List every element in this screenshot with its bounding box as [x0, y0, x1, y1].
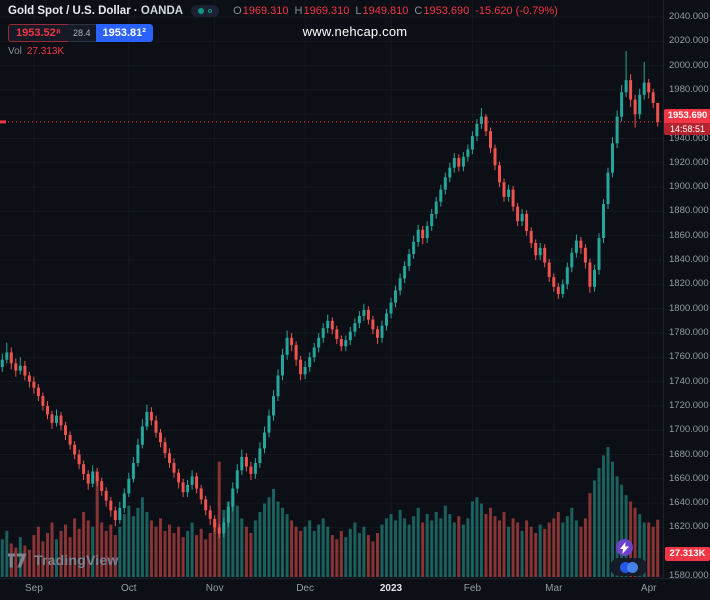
- current-price-left-tick: [0, 120, 6, 124]
- lightning-bolt-glyph: [620, 541, 629, 554]
- price-axis-label: 1980.000: [669, 83, 709, 95]
- symbol-title[interactable]: Gold Spot / U.S. Dollar · OANDA: [8, 5, 184, 17]
- tradingview-logo-text: TradingView: [34, 552, 119, 568]
- price-axis-label: 1800.000: [669, 302, 709, 314]
- candlestick-series: [0, 51, 660, 539]
- change-value: -15.620 (-0.79%): [475, 5, 558, 17]
- price-axis-label: 1620.000: [669, 521, 709, 533]
- time-axis-label: Apr: [640, 583, 657, 594]
- price-axis-label: 1720.000: [669, 399, 709, 411]
- time-axis-label: Mar: [545, 583, 563, 594]
- time-axis-label: Dec: [296, 583, 314, 594]
- circle-right-icon: [626, 561, 638, 573]
- price-axis-label: 2020.000: [669, 35, 709, 47]
- watermark: www.nehcap.com: [302, 24, 408, 39]
- circle-left-icon: [619, 561, 631, 573]
- price-axis-label: 1660.000: [669, 472, 709, 484]
- price-axis-label: 1860.000: [669, 229, 709, 241]
- open-label: O: [233, 5, 242, 17]
- chart-pane[interactable]: www.nehcap.com Gold Spot / U.S. Dollar ·…: [0, 0, 663, 578]
- chart-legend: Gold Spot / U.S. Dollar · OANDA O 1969.31…: [8, 5, 558, 17]
- price-axis[interactable]: 1953.690 14:58:51 27.313K 2040.000 2020.0…: [663, 0, 710, 581]
- buy-sell-widget: 1953.52⁸ 28.4 1953.81²: [8, 24, 153, 42]
- time-axis-label: Sep: [24, 583, 43, 594]
- low-value: 1949.810: [362, 5, 409, 17]
- market-status-pill[interactable]: [191, 5, 220, 17]
- volume-series: [0, 447, 660, 577]
- price-axis-label: 1940.000: [669, 132, 709, 144]
- price-axis-label: 1640.000: [669, 497, 709, 509]
- market-open-dot-icon: [198, 8, 205, 14]
- lightning-icon[interactable]: [616, 539, 633, 556]
- volume-indicator-value: 27.313K: [26, 46, 65, 57]
- volume-axis-tag: 27.313K: [665, 547, 710, 561]
- time-axis[interactable]: Sep Oct Nov Dec 2023 Feb Mar Apr: [0, 578, 710, 600]
- tradingview-logo-icon: [8, 553, 27, 567]
- price-axis-label: 1820.000: [669, 278, 709, 290]
- sell-button[interactable]: 1953.52⁸: [8, 24, 68, 42]
- spread-value: 28.4: [67, 24, 96, 42]
- current-price-tag: 1953.690 14:58:51: [664, 108, 710, 135]
- price-axis-label: 1780.000: [669, 327, 709, 338]
- price-axis-label: 1700.000: [669, 424, 709, 436]
- time-axis-label: 2023: [379, 583, 403, 594]
- ohlc-readout: O 1969.310 H 1969.310 L 1949.810 C 1953.690 …: [227, 5, 558, 17]
- price-axis-label: 2040.000: [669, 11, 709, 22]
- current-price-value: 1953.690: [664, 108, 710, 123]
- exchange-name: OANDA: [140, 5, 184, 17]
- price-axis-label: 2000.000: [669, 59, 709, 71]
- open-value: 1969.310: [242, 5, 289, 17]
- low-label: L: [355, 5, 362, 17]
- volume-indicator-label: Vol: [8, 46, 22, 57]
- high-value: 1969.310: [303, 5, 350, 17]
- price-axis-label: 1920.000: [669, 156, 709, 168]
- price-axis-label: 1880.000: [669, 205, 709, 217]
- grid-lines: [0, 0, 663, 577]
- buy-button[interactable]: 1953.81²: [95, 24, 153, 42]
- paired-circles-icon[interactable]: [610, 558, 647, 576]
- price-axis-label: 1760.000: [669, 351, 709, 363]
- candlestick-chart-canvas[interactable]: [0, 0, 663, 578]
- volume-indicator-row[interactable]: Vol 27.313K: [8, 46, 64, 57]
- price-axis-label: 1900.000: [669, 181, 709, 193]
- price-axis-label: 1840.000: [669, 254, 709, 265]
- time-axis-label: Oct: [121, 583, 137, 594]
- price-axis-label: 1580.000: [669, 570, 709, 581]
- high-label: H: [294, 5, 303, 17]
- price-axis-label: 1740.000: [669, 375, 709, 387]
- tradingview-logo[interactable]: TradingView: [8, 552, 118, 568]
- close-value: 1953.690: [423, 5, 470, 17]
- data-connection-dot-icon: [208, 9, 213, 13]
- time-axis-label: Feb: [463, 583, 482, 594]
- bar-countdown: 14:58:51: [664, 122, 710, 135]
- time-axis-label: Nov: [205, 583, 224, 594]
- price-axis-label: 1680.000: [669, 448, 709, 460]
- close-label: C: [414, 5, 423, 17]
